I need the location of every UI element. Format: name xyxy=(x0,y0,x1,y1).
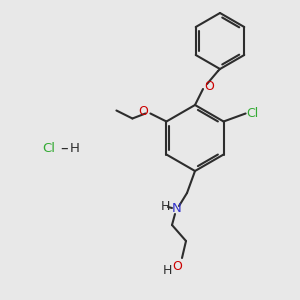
Text: H: H xyxy=(70,142,80,154)
Text: Cl: Cl xyxy=(42,142,55,154)
Text: Cl: Cl xyxy=(247,107,259,120)
Text: N: N xyxy=(172,202,182,215)
Text: –: – xyxy=(60,140,68,155)
Text: H: H xyxy=(160,200,170,214)
Text: O: O xyxy=(139,105,148,118)
Text: H: H xyxy=(162,265,172,278)
Text: O: O xyxy=(172,260,182,272)
Text: O: O xyxy=(204,80,214,94)
